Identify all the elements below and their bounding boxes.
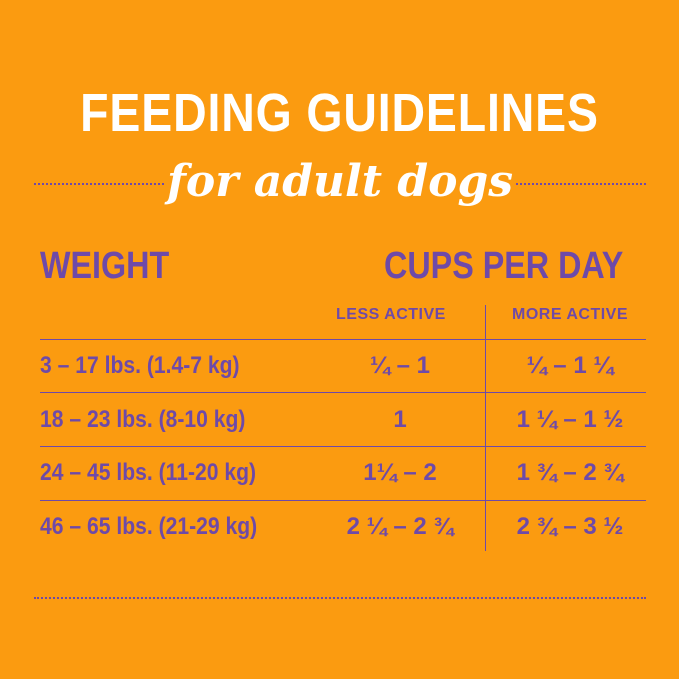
table-row-weight: 24 – 45 lbs. (11-20 kg)	[40, 459, 257, 486]
row-divider	[40, 500, 646, 501]
table-row-more-active: ¼ – 1 ¼	[526, 352, 614, 379]
table-row-weight: 18 – 23 lbs. (8-10 kg)	[40, 406, 246, 433]
table-row-more-active: 2 ¾ – 3 ½	[516, 513, 624, 540]
column-divider	[485, 305, 486, 551]
table-row-more-active: 1 ¾ – 2 ¾	[516, 459, 624, 486]
table-row-less-active: 2 ¼ – 2 ¾	[346, 513, 454, 540]
page-title: FEEDING GUIDELINES	[80, 83, 599, 143]
weight-column-header: WEIGHT	[40, 245, 170, 287]
row-divider	[40, 446, 646, 447]
dotted-divider-right	[516, 183, 646, 185]
dotted-divider-left	[34, 183, 164, 185]
table-row-weight: 46 – 65 lbs. (21-29 kg)	[40, 513, 258, 540]
table-row-less-active: 1¼ – 2	[363, 459, 437, 486]
less-active-header: LESS ACTIVE	[336, 306, 446, 323]
dotted-divider-bottom	[34, 597, 646, 599]
cups-per-day-header: CUPS PER DAY	[384, 245, 624, 287]
subtitle: for adult dogs	[166, 156, 514, 207]
row-divider	[40, 339, 646, 340]
table-row-less-active: 1	[393, 406, 407, 433]
subtitle-row: for adult dogs	[0, 152, 679, 212]
table-row-weight: 3 – 17 lbs. (1.4-7 kg)	[40, 352, 240, 379]
row-divider	[40, 392, 646, 393]
table-row-more-active: 1 ¼ – 1 ½	[516, 406, 624, 433]
more-active-header: MORE ACTIVE	[512, 306, 629, 323]
table-row-less-active: ¼ – 1	[369, 352, 431, 379]
